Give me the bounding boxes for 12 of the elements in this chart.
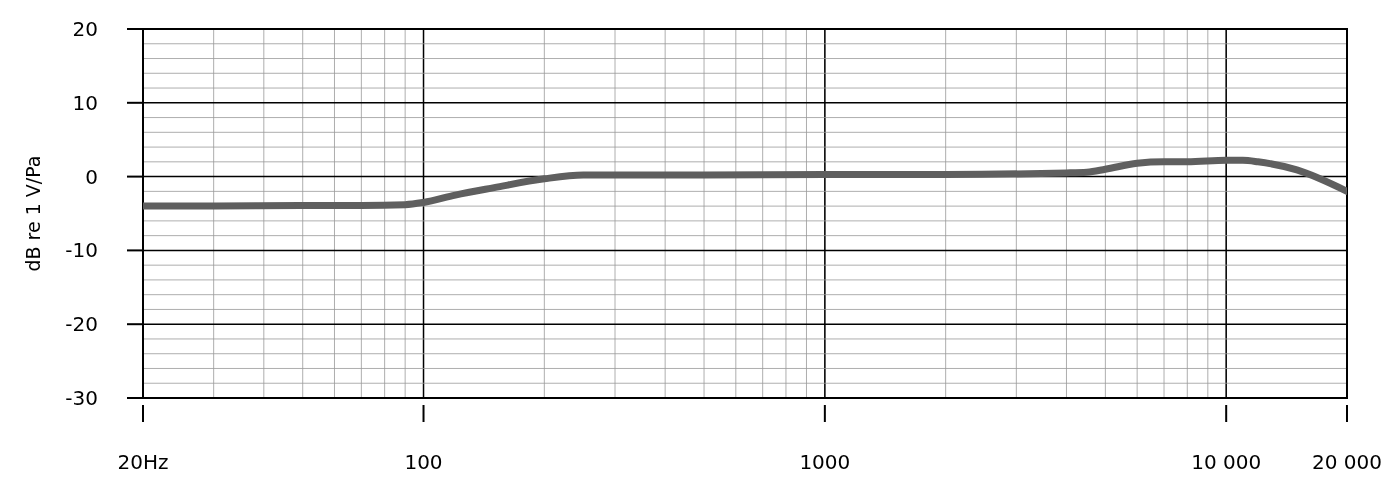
x-tick-label: 1000 [799, 450, 851, 474]
x-tick-label: 10 000 [1191, 450, 1262, 474]
x-tick-label: 20Hz [117, 450, 169, 474]
y-tick-label: 0 [85, 164, 98, 189]
y-tick-label: -10 [65, 238, 98, 263]
y-tick-label: 20 [72, 17, 98, 41]
x-tick-label: 20 000 [1312, 450, 1382, 474]
y-tick-label: -20 [65, 312, 98, 337]
x-tick-label: 100 [404, 450, 443, 474]
y-tick-label: -30 [65, 386, 98, 410]
y-tick-label: 10 [72, 90, 98, 115]
y-axis-title: dB re 1 V/Pa [22, 155, 44, 272]
